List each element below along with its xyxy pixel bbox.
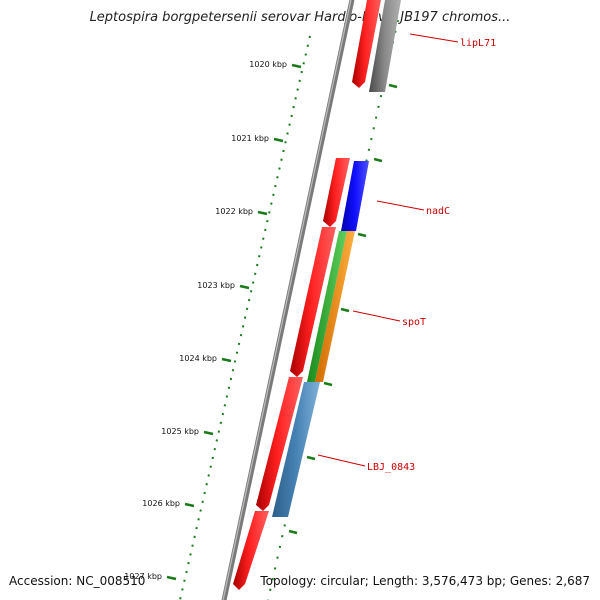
gene-LBJ_0843-bar (272, 382, 320, 517)
gene-label-spoT[interactable]: spoT (402, 317, 426, 328)
scale-tick (221, 357, 232, 363)
gene-lipL71-bar (369, 0, 401, 92)
inner-scale-tick (288, 529, 298, 535)
inner-scale-ticks (288, 83, 398, 535)
outer-scale (179, 35, 311, 600)
gene-label-lipL71[interactable]: lipL71 (460, 38, 496, 49)
scale-tick-label: 1025 kbp (161, 427, 199, 436)
scale-tick (291, 63, 302, 69)
gene-nadC-bar (341, 161, 369, 231)
scale-tick-label: 1027 kbp (124, 572, 162, 581)
gene-label-LBJ_0843[interactable]: LBJ_0843 (367, 462, 415, 473)
gene-red-1 (352, 0, 381, 88)
inner-scale-tick (388, 83, 398, 89)
scale-tick-label: 1022 kbp (215, 207, 253, 216)
scale-tick (203, 430, 214, 436)
scale-tick (184, 502, 195, 508)
label-leader-line (409, 33, 459, 43)
chromosome-backbone (221, 0, 355, 600)
topology-summary: Topology: circular; Length: 3,576,473 bp… (260, 574, 590, 588)
scale-tick-label: 1026 kbp (142, 499, 180, 508)
forward-strand-genes (233, 0, 381, 590)
lane-2-genes (272, 0, 401, 517)
map-title: Leptospira borgpetersenii serovar Hardjo… (89, 10, 511, 25)
gene-spoT-bar (315, 231, 355, 382)
scale-tick (166, 575, 177, 581)
gene-red-5 (233, 511, 269, 590)
gene-red-4 (256, 377, 303, 511)
label-leader-line (352, 310, 401, 322)
inner-scale-tick (357, 232, 367, 238)
inner-scale-tick (323, 381, 333, 387)
scale-tick (239, 284, 250, 290)
gene-label-nadC[interactable]: nadC (426, 206, 450, 217)
chromosome-backbone-highlight (222, 0, 352, 600)
scale-tick-label: 1024 kbp (179, 354, 217, 363)
accession-text: Accession: NC_008510 (9, 574, 146, 588)
scale-tick (273, 137, 284, 143)
label-leader-line (376, 200, 425, 211)
gene-spoT-green-bar (307, 231, 347, 382)
scale-ticks: 1020 kbp 1021 kbp 1022 kbp 1023 kbp 1024 kbp… (124, 60, 302, 581)
scale-tick (257, 210, 268, 216)
gene-labels: lipL71 nadC spoT LBJ_0843 (317, 33, 496, 473)
label-leader-line (317, 454, 366, 467)
scale-tick-label: 1023 kbp (197, 281, 235, 290)
inner-scale-tick (340, 307, 350, 313)
scale-tick-label: 1020 kbp (249, 60, 287, 69)
inner-scale-tick (373, 157, 383, 163)
scale-tick-label: 1021 kbp (231, 134, 269, 143)
inner-scale-tick (306, 455, 316, 461)
gene-red-3 (290, 227, 336, 377)
gene-red-2 (323, 158, 350, 227)
